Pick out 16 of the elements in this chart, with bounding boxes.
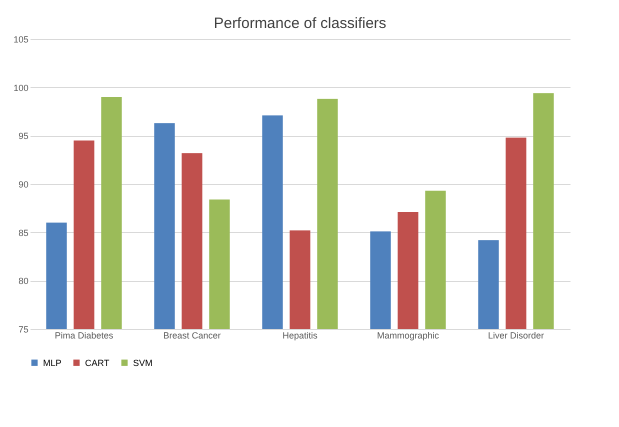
chart-title: Performance of classifiers [214, 15, 386, 32]
y-tick-label: 100 [13, 82, 28, 93]
x-tick-label: Pima Diabetes [54, 330, 114, 340]
x-tick-label: Mammographic [376, 330, 440, 340]
legend-label: MLP [43, 358, 62, 368]
legend-label: SVM [133, 358, 153, 368]
x-tick-label: Liver Disorder [488, 330, 544, 340]
y-tick-label: 80 [18, 276, 28, 286]
y-tick-label: 85 [18, 228, 28, 238]
x-tick-label: Hepatitis [282, 330, 318, 340]
x-tick-label: Breast Cancer [163, 330, 221, 340]
y-tick-label: 95 [18, 131, 28, 142]
y-tick-label: 90 [18, 180, 28, 190]
legend-label: CART [85, 358, 110, 368]
y-tick-label: 75 [18, 324, 28, 334]
y-tick-label: 105 [13, 34, 28, 44]
